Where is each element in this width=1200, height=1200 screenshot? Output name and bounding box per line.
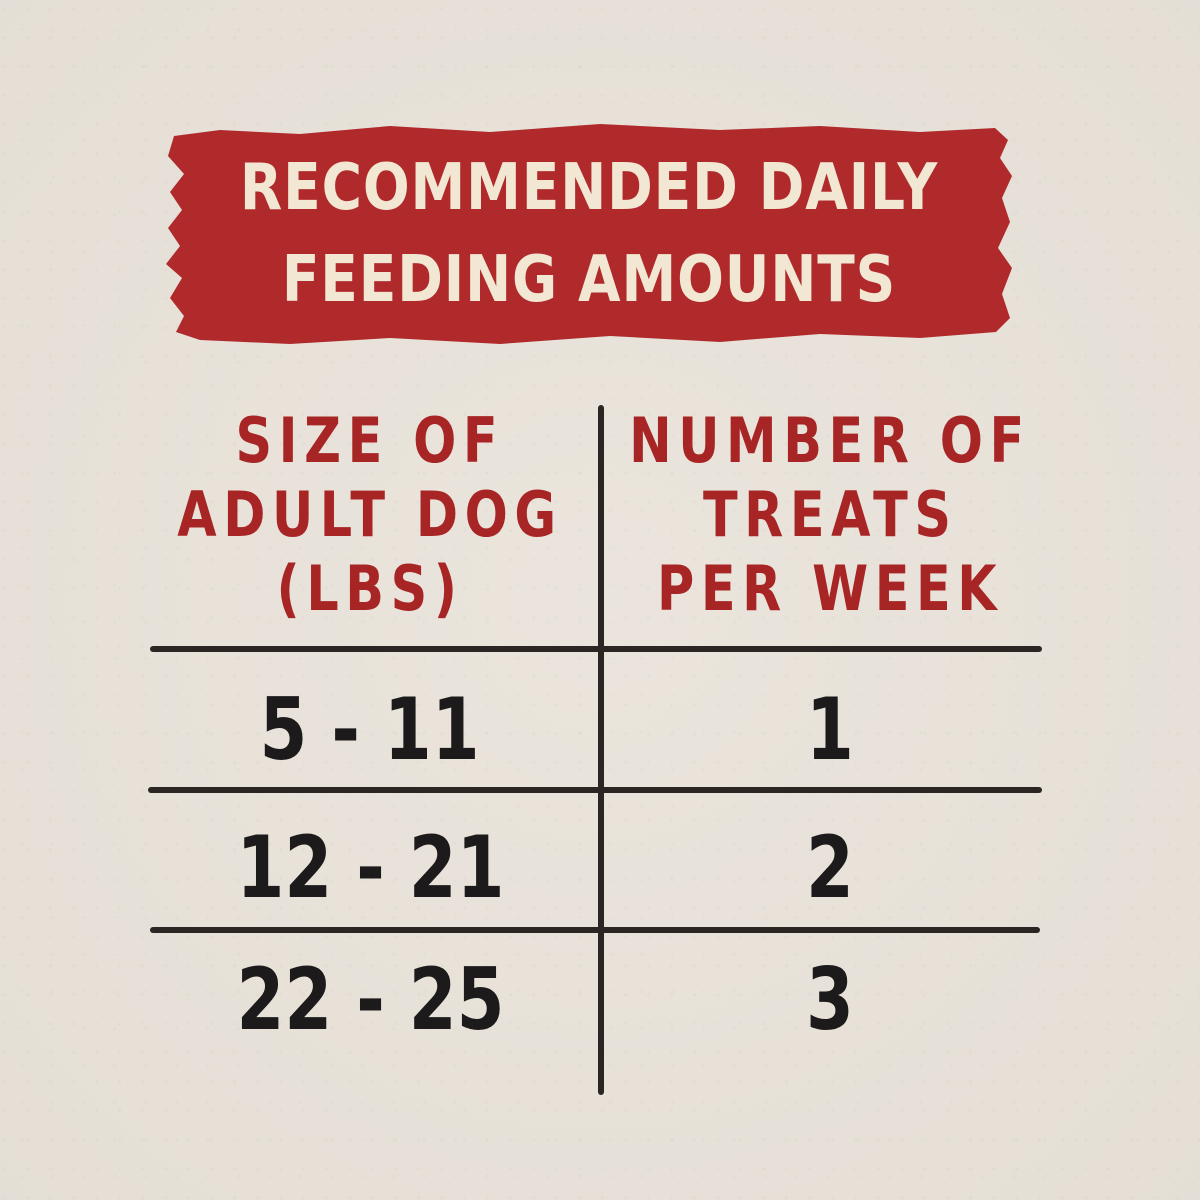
table-cell-treats: 1 bbox=[620, 680, 1040, 780]
column-header-line: NUMBER OF bbox=[629, 404, 1031, 477]
brush-stroke-shape bbox=[166, 124, 1012, 344]
cell-value: 12 - 21 bbox=[236, 818, 504, 918]
table-cell-treats: 2 bbox=[620, 818, 1040, 918]
table-cell-dog-size: 5 - 11 bbox=[160, 680, 580, 780]
banner-title-line-1: RECOMMENDED DAILY bbox=[239, 151, 939, 225]
banner-title-line-2: FEEDING AMOUNTS bbox=[281, 243, 897, 317]
banner-title: RECOMMENDED DAILY FEEDING AMOUNTS bbox=[220, 118, 958, 350]
cell-value: 2 bbox=[806, 818, 854, 918]
column-header-line: TREATS bbox=[702, 478, 958, 551]
row-divider bbox=[150, 646, 1042, 652]
column-header-dog-size: SIZE OF ADULT DOG (LBS) bbox=[160, 404, 580, 626]
table-cell-dog-size: 22 - 25 bbox=[160, 950, 580, 1050]
cell-value: 5 - 11 bbox=[259, 680, 481, 780]
row-divider bbox=[148, 787, 1042, 793]
cell-value: 22 - 25 bbox=[236, 950, 504, 1050]
cell-value: 3 bbox=[806, 950, 854, 1050]
column-header-treats-per-week: NUMBER OF TREATS PER WEEK bbox=[610, 404, 1050, 626]
title-banner: RECOMMENDED DAILY FEEDING AMOUNTS bbox=[160, 118, 1018, 350]
column-header-line: (LBS) bbox=[276, 552, 464, 625]
table-cell-treats: 3 bbox=[620, 950, 1040, 1050]
column-header-line: PER WEEK bbox=[656, 552, 1004, 625]
column-divider bbox=[598, 405, 604, 1095]
cell-value: 1 bbox=[806, 680, 854, 780]
row-divider bbox=[150, 927, 1040, 933]
column-header-line: SIZE OF bbox=[235, 404, 505, 477]
table-cell-dog-size: 12 - 21 bbox=[160, 818, 580, 918]
column-header-line: ADULT DOG bbox=[177, 478, 563, 551]
